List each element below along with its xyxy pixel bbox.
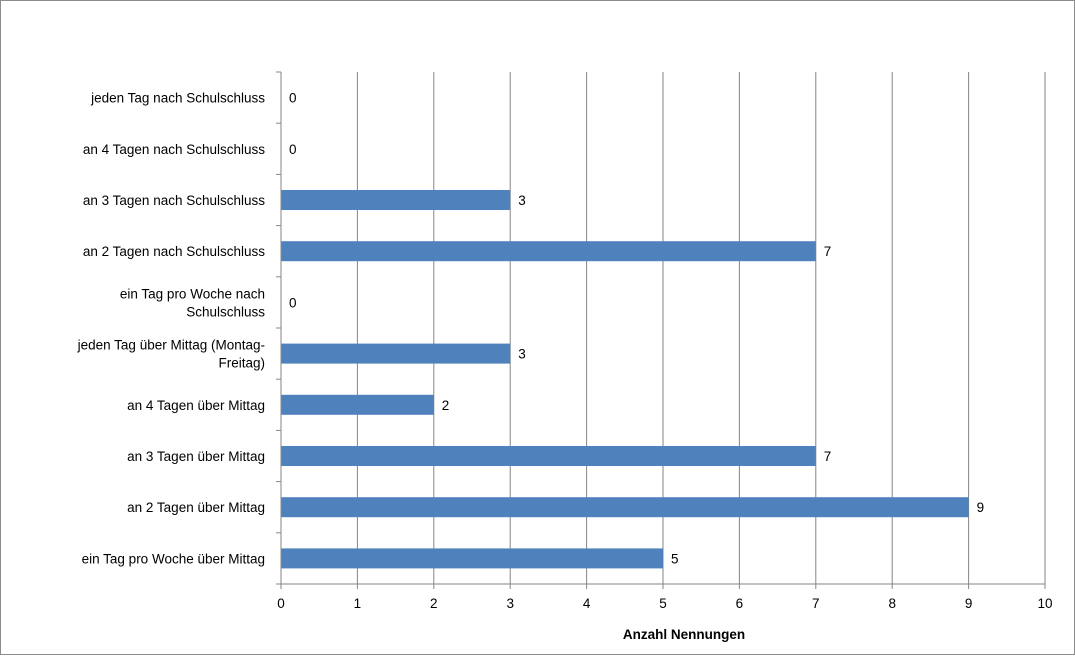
x-tick-label: 3	[506, 596, 514, 611]
bars	[281, 190, 969, 569]
x-tick-label: 10	[1037, 596, 1052, 611]
x-tick-label: 5	[659, 596, 667, 611]
gridlines	[356, 72, 1046, 584]
x-axis-title: Anzahl Nennungen	[623, 627, 745, 642]
category-label-line: jeden Tag nach Schulschluss	[90, 91, 265, 106]
category-label: an 3 Tagen nach Schulschluss	[83, 193, 265, 208]
category-label-line: an 3 Tagen über Mittag	[127, 449, 265, 464]
category-label: an 3 Tagen über Mittag	[127, 449, 265, 464]
x-tick-label: 1	[354, 596, 362, 611]
category-label: an 4 Tagen über Mittag	[127, 398, 265, 413]
bar	[281, 394, 434, 415]
x-tick-label: 2	[430, 596, 438, 611]
category-label-line: an 2 Tagen über Mittag	[127, 500, 265, 515]
x-tick-label: 8	[888, 596, 896, 611]
axes	[276, 71, 1046, 589]
value-label: 0	[289, 91, 297, 106]
category-label-line: an 3 Tagen nach Schulschluss	[83, 193, 265, 208]
bar	[281, 343, 511, 364]
value-label: 3	[518, 193, 526, 208]
bar	[281, 497, 969, 518]
value-label: 3	[518, 347, 526, 362]
value-label: 5	[671, 551, 679, 566]
value-label: 7	[824, 244, 832, 259]
category-label: jeden Tag nach Schulschluss	[90, 91, 265, 106]
labels: 0 1 2 3 4 5 6 7 8 9 10 0 jeden Tag nach Schulschluss…	[77, 91, 1053, 611]
category-label: ein Tag pro Woche über Mittag	[82, 551, 265, 566]
category-label: ein Tag pro Woche nach Schulschluss	[120, 286, 265, 319]
category-label-line: an 4 Tagen nach Schulschluss	[83, 142, 265, 157]
x-tick-label: 6	[736, 596, 744, 611]
bar	[281, 241, 816, 262]
category-label-line: jeden Tag über Mittag (Montag-	[77, 338, 265, 353]
x-tick-label: 7	[812, 596, 820, 611]
value-label: 2	[442, 398, 450, 413]
category-label-line: Freitag)	[218, 356, 265, 371]
bar	[281, 446, 816, 466]
category-label-line: an 4 Tagen über Mittag	[127, 398, 265, 413]
category-label: an 4 Tagen nach Schulschluss	[83, 142, 265, 157]
category-label-line: an 2 Tagen nach Schulschluss	[83, 244, 265, 259]
bar	[281, 190, 511, 210]
value-label: 0	[289, 142, 297, 157]
x-tick-label: 0	[277, 596, 285, 611]
category-label-line: ein Tag pro Woche nach	[120, 286, 265, 301]
bar	[281, 548, 663, 569]
value-label: 7	[824, 449, 832, 464]
x-tick-label: 9	[965, 596, 973, 611]
category-label: an 2 Tagen über Mittag	[127, 500, 265, 515]
value-label: 0	[289, 295, 297, 310]
x-tick-label: 4	[583, 596, 591, 611]
value-label: 9	[977, 500, 985, 515]
category-label: an 2 Tagen nach Schulschluss	[83, 244, 265, 259]
category-label-line: ein Tag pro Woche über Mittag	[82, 551, 265, 566]
category-label-line: Schulschluss	[186, 304, 265, 319]
category-label: jeden Tag über Mittag (Montag- Freitag)	[77, 338, 265, 371]
